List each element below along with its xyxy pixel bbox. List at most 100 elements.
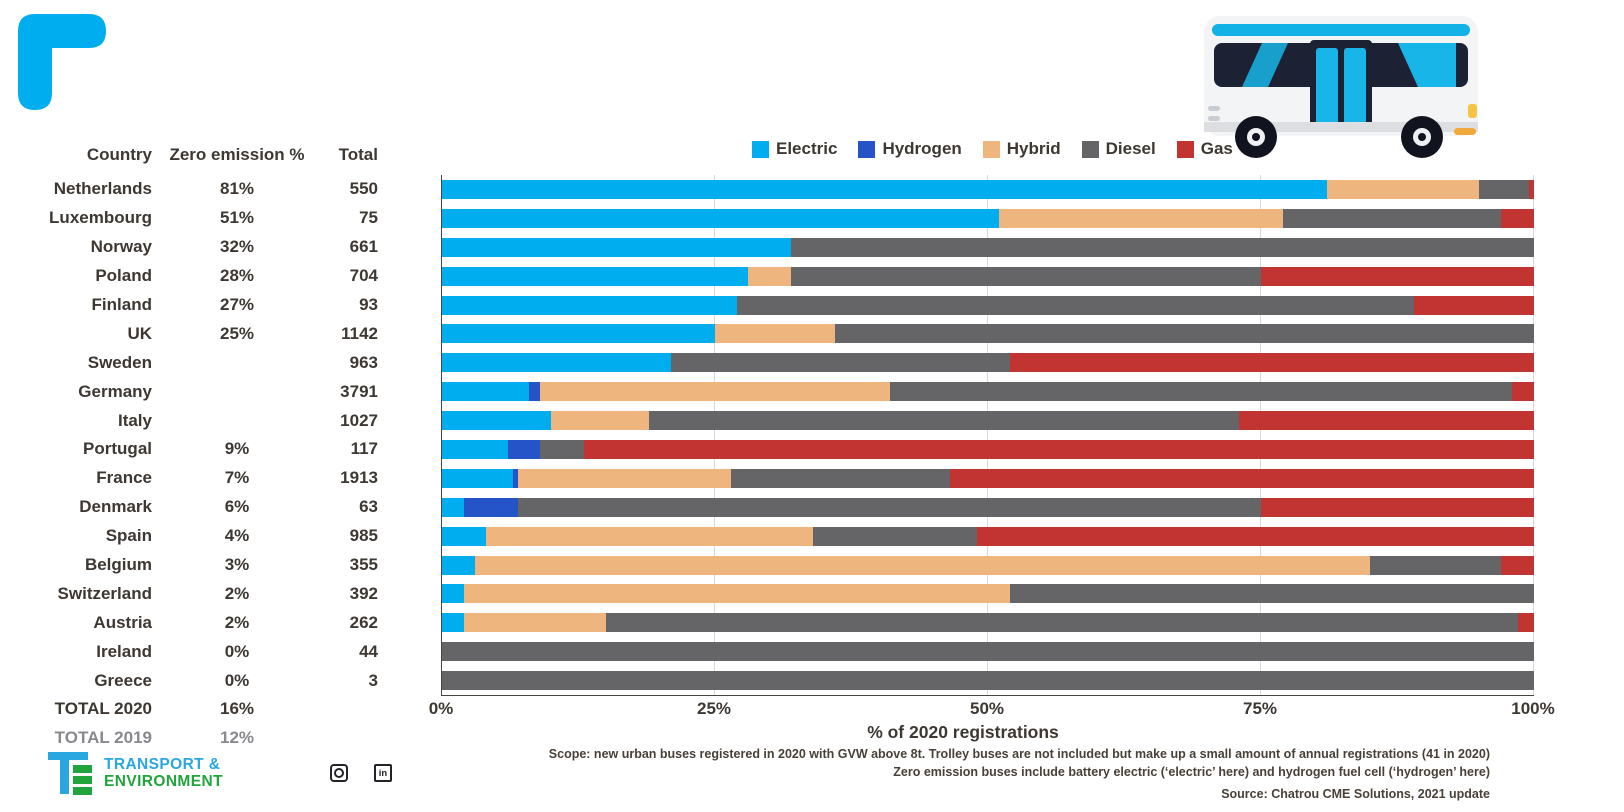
bar-segment-hybrid — [998, 208, 1283, 228]
bar-segment-electric — [442, 237, 792, 257]
table-cell-total: 1913 — [340, 468, 378, 488]
bar-segment-diesel — [442, 671, 1534, 691]
bar-segment-hybrid — [463, 584, 1010, 604]
bar-segment-hybrid — [1326, 179, 1480, 199]
bar-segment-hydrogen — [507, 439, 541, 459]
bar-segment-hybrid — [715, 324, 836, 344]
bar-segment-diesel — [1282, 208, 1502, 228]
legend-swatch-electric — [752, 140, 769, 158]
bar-segment-gas — [977, 526, 1534, 546]
bar-segment-electric — [442, 497, 464, 517]
legend-label: Electric — [776, 139, 838, 158]
table-cell-total: 661 — [349, 237, 378, 257]
bar-segment-diesel — [736, 295, 1414, 315]
bar-segment-diesel — [1479, 179, 1529, 199]
te-logo: TRANSPORT & ENVIRONMENT — [48, 751, 223, 795]
te-logo-icon — [48, 752, 92, 795]
table-cell-zero-emission: 81% — [219, 179, 255, 199]
bar-segment-hydrogen — [512, 468, 519, 488]
table-cell-total: 63 — [359, 497, 378, 517]
table-cell-total: 704 — [349, 266, 378, 286]
linkedin-icon: in — [374, 764, 392, 782]
gridline-50 — [987, 175, 988, 695]
table-cell-total: 355 — [349, 555, 378, 575]
legend-label: Diesel — [1105, 139, 1156, 158]
bar-segment-hybrid — [463, 613, 606, 633]
bar-segment-electric — [442, 555, 475, 575]
bar-row-luxembourg — [442, 208, 1534, 228]
bar-segment-gas — [1517, 613, 1534, 633]
table-row: UK 25% 1142 — [0, 319, 400, 348]
country-table: Country Zero emission % Total Netherland… — [0, 141, 400, 753]
table-cell-total: 392 — [349, 583, 378, 603]
bar-segment-electric — [442, 295, 737, 315]
bar-row-france — [442, 468, 1534, 488]
bar-segment-electric — [442, 468, 513, 488]
legend-item: Hybrid — [982, 139, 1061, 159]
table-cell-country: Greece — [94, 670, 152, 690]
table-cell-zero-emission: 2% — [224, 612, 250, 632]
table-cell-country: Poland — [95, 266, 152, 286]
legend-label: Hybrid — [1006, 139, 1061, 158]
bar-segment-electric — [442, 266, 748, 286]
x-tick-0: 0% — [428, 699, 454, 718]
bar-segment-gas — [1528, 179, 1534, 199]
table-cell-country: Finland — [91, 295, 152, 314]
legend-item: Diesel — [1081, 139, 1156, 159]
table-header-zero-emission: Zero emission % — [169, 145, 305, 164]
gridline-75 — [1260, 175, 1261, 695]
table-row: Denmark 6% 63 — [0, 493, 400, 522]
table-row: Finland 27% 93 — [0, 291, 400, 320]
bar-segment-gas — [1009, 353, 1534, 373]
bar-row-greece — [442, 671, 1534, 691]
bar-row-switzerland — [442, 584, 1534, 604]
table-cell-total: 985 — [349, 526, 378, 546]
table-cell-zero-emission: 32% — [219, 237, 255, 257]
legend-swatch-hydrogen — [858, 140, 876, 158]
table-row: Belgium 3% 355 — [0, 551, 400, 580]
x-tick-75: 75% — [1242, 699, 1278, 718]
table-row: France 7% 1913 — [0, 464, 400, 493]
table-cell-total: 93 — [359, 295, 378, 314]
bar-segment-diesel — [791, 237, 1534, 257]
bar-segment-electric — [442, 208, 999, 228]
bar-segment-gas — [1413, 295, 1534, 315]
bar-segment-electric — [442, 353, 672, 373]
x-tick-25: 25% — [696, 699, 732, 718]
table-header-total: Total — [338, 145, 378, 164]
footnotes: Scope: new urban buses registered in 202… — [549, 746, 1490, 804]
table-cell-country: France — [96, 468, 152, 488]
gridline-100 — [1533, 175, 1534, 695]
bar-row-spain — [442, 526, 1534, 546]
chart-legend: Electric Hydrogen Hybrid Diesel Gas — [752, 139, 1233, 159]
table-cell-total: 963 — [349, 352, 378, 372]
table-cell-total: 75 — [359, 208, 378, 228]
table-row: Italy 1027 — [0, 406, 400, 435]
bar-segment-gas — [1260, 497, 1534, 517]
table-cell-zero-emission: 4% — [224, 526, 250, 546]
table-row: Germany 3791 — [0, 377, 400, 406]
table-row: Switzerland 2% 392 — [0, 579, 400, 608]
table-cell-country: Norway — [90, 237, 152, 257]
table-cell-zero-emission: 2% — [224, 583, 250, 603]
table-total-row: TOTAL 2019 12% — [0, 724, 400, 753]
bar-segment-gas — [1501, 555, 1534, 575]
table-cell-zero-emission: 51% — [219, 208, 255, 228]
table-header-row: Country Zero emission % Total — [0, 141, 400, 169]
bar-row-italy — [442, 411, 1534, 431]
table-cell-zero-emission: 28% — [219, 266, 255, 286]
bar-row-ireland — [442, 642, 1534, 662]
legend-swatch-gas — [1176, 140, 1194, 158]
table-row: Spain 4% 985 — [0, 522, 400, 551]
bus-illustration — [1204, 16, 1478, 158]
table-cell-country: Italy — [117, 410, 152, 430]
bar-row-uk — [442, 324, 1534, 344]
bar-segment-diesel — [671, 353, 1010, 373]
source-note: Source: Chatrou CME Solutions, 2021 upda… — [1221, 787, 1490, 801]
bar-segment-gas — [1501, 208, 1534, 228]
legend-item: Electric — [752, 139, 837, 159]
bar-segment-diesel — [540, 439, 584, 459]
te-logo-environment-text: ENVIRONMENT — [104, 773, 223, 790]
table-cell-total: 262 — [349, 612, 378, 632]
bar-segment-gas — [1239, 411, 1534, 431]
